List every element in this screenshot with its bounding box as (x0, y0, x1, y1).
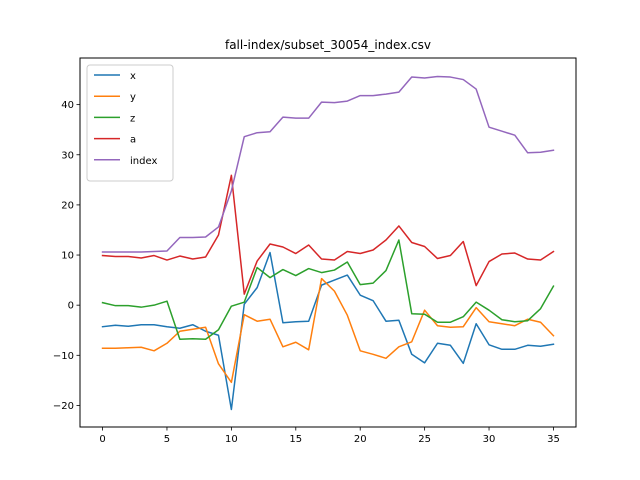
y-tick-label: 20 (61, 200, 74, 211)
x-tick-label: 20 (354, 434, 367, 445)
y-tick-label: 40 (61, 100, 74, 111)
x-tick-label: 30 (483, 434, 496, 445)
legend-label-a: a (130, 135, 136, 146)
series-line-z (101, 239, 555, 341)
x-tick-label: 35 (547, 434, 560, 445)
plot-area (101, 75, 555, 411)
y-tick-label: 10 (61, 251, 74, 262)
series-line-index (101, 75, 555, 253)
legend-label-y: y (130, 92, 136, 103)
legend-label-index: index (130, 156, 157, 167)
legend-label-z: z (130, 113, 135, 124)
x-tick-label: 25 (418, 434, 431, 445)
series-line-x (101, 251, 555, 411)
y-tick-label: 30 (61, 150, 74, 161)
y-tick-label: −20 (53, 401, 74, 412)
x-tick-label: 0 (99, 434, 105, 445)
y-tick-label: 0 (68, 301, 74, 312)
x-tick-label: 10 (225, 434, 238, 445)
y-tick-label: −10 (53, 351, 74, 362)
legend-label-x: x (130, 71, 136, 82)
series-line-a (101, 174, 555, 295)
chart-title: fall-index/subset_30054_index.csv (225, 38, 431, 52)
x-tick-label: 5 (164, 434, 170, 445)
x-tick-label: 15 (289, 434, 302, 445)
axes-frame (79, 57, 577, 428)
legend-box (86, 64, 174, 182)
